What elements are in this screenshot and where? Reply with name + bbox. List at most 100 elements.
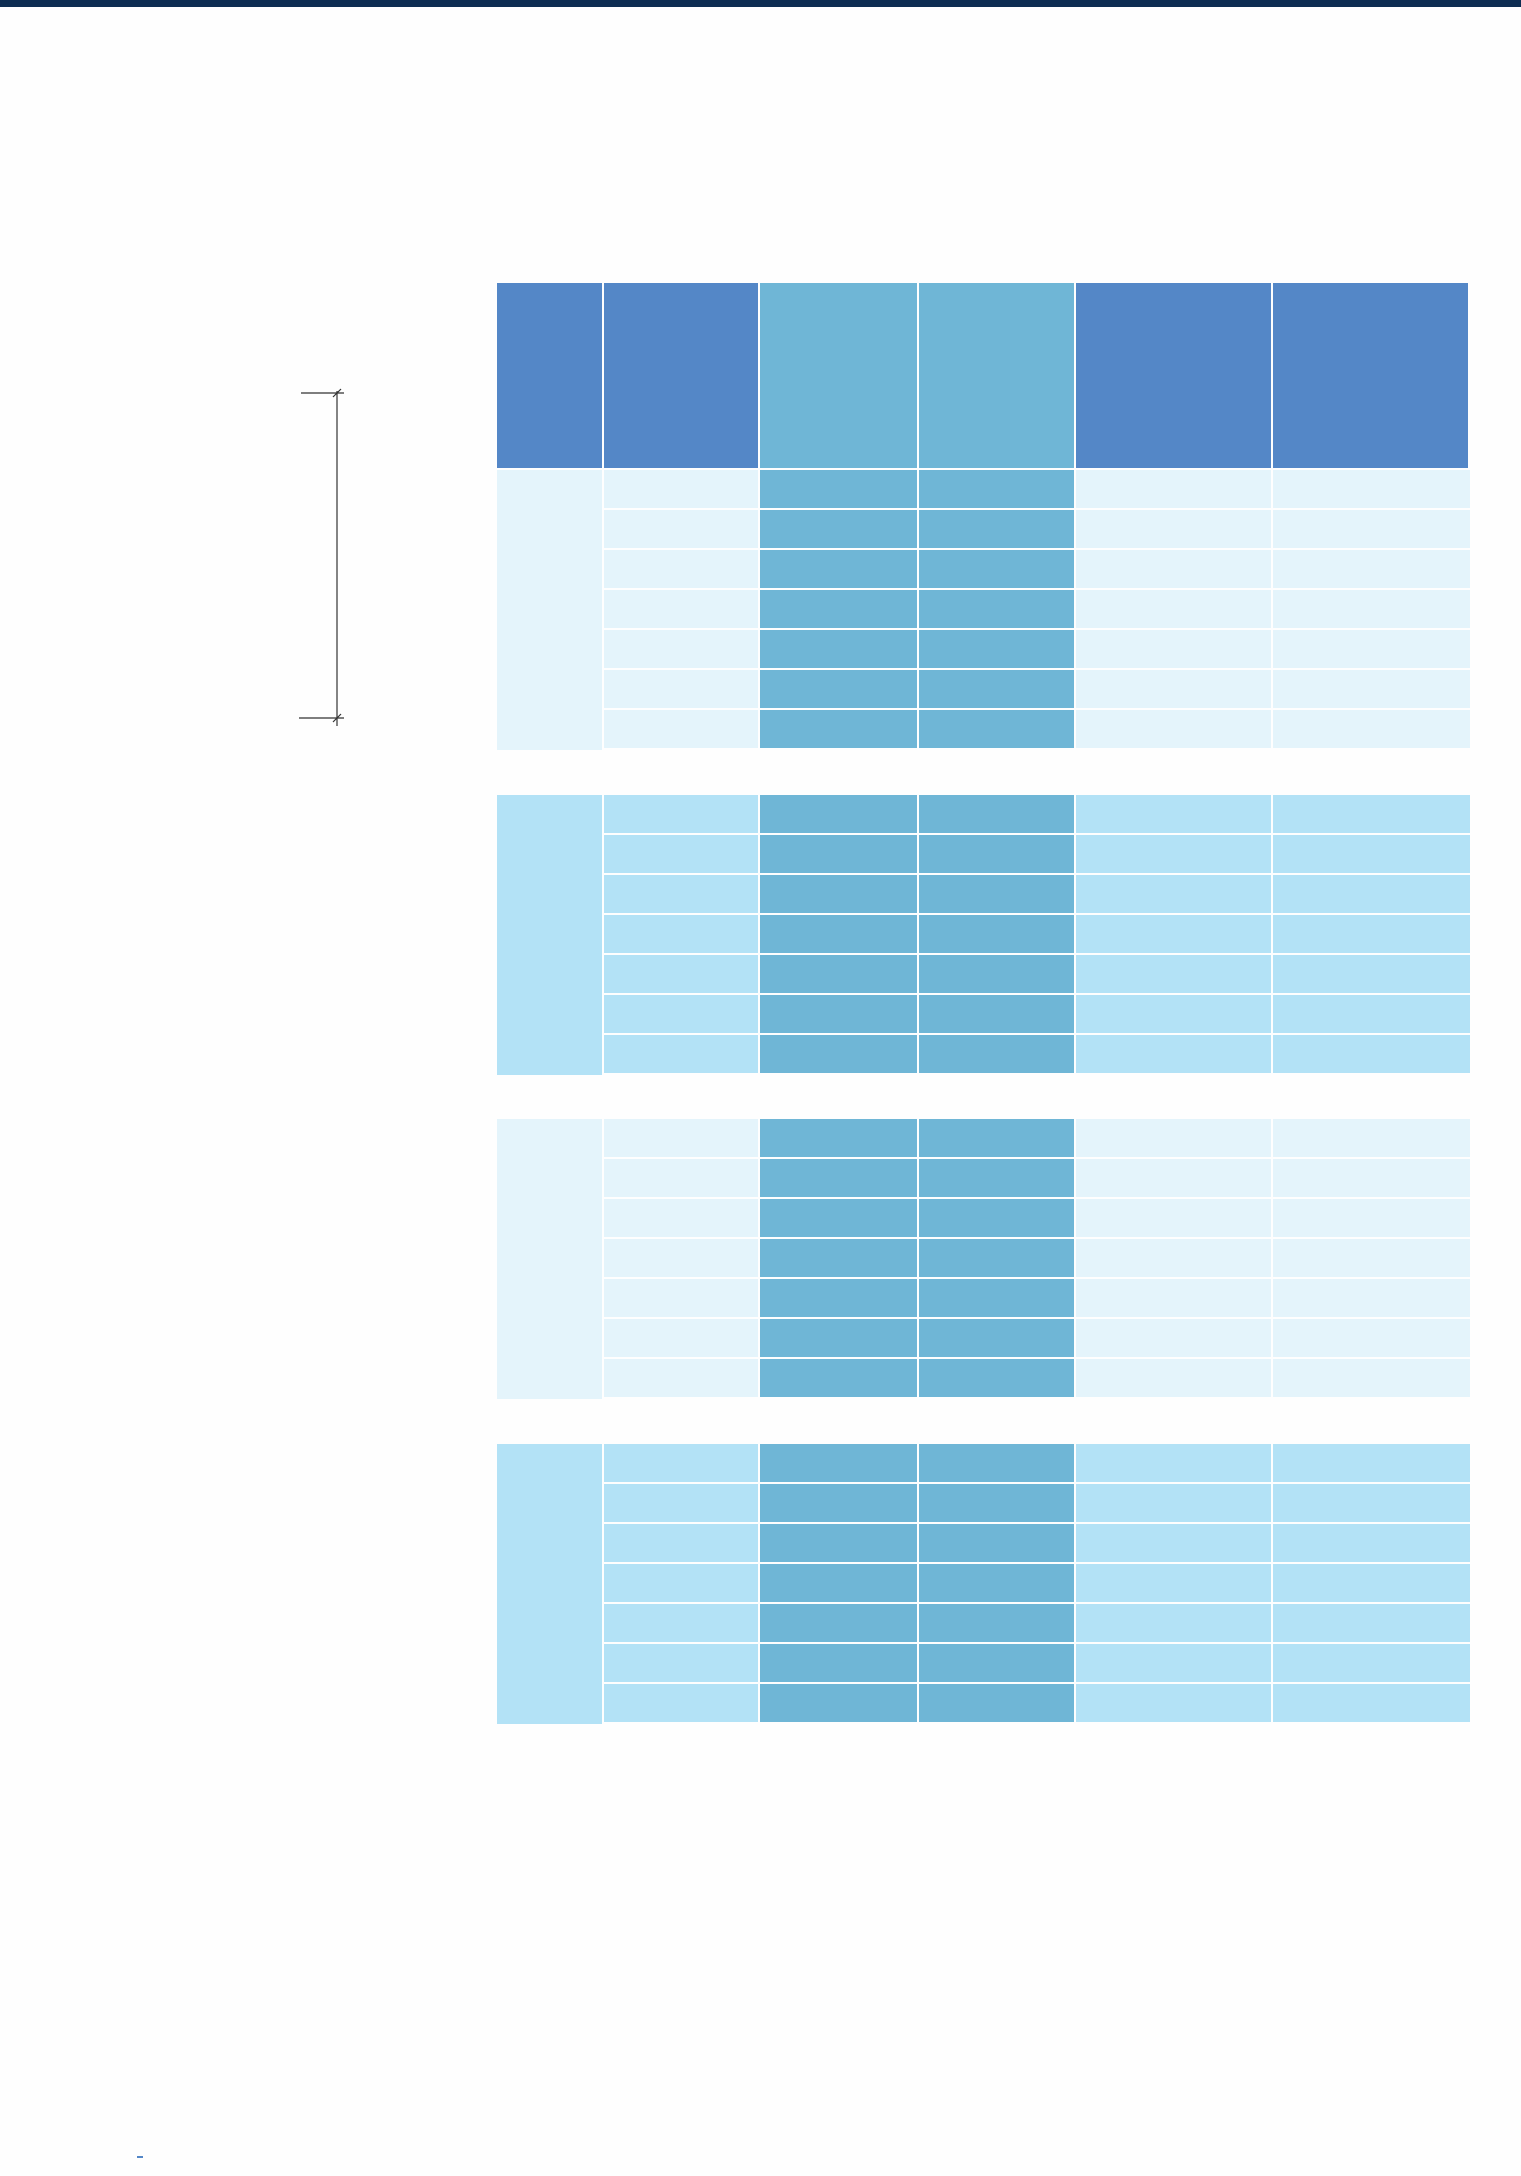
table-cell [760,1684,917,1722]
table-cell [604,1524,758,1562]
table-cell [1076,1359,1271,1397]
table-cell [919,590,1074,628]
table-cell [1273,1239,1470,1277]
table-cell [919,835,1074,873]
table-cell [1273,550,1470,588]
table-cell [919,955,1074,993]
dimension-slash [332,388,342,398]
table-cell [919,1159,1074,1197]
table-cell [760,1644,917,1682]
table-cell [1076,710,1271,748]
table-cell [919,1359,1074,1397]
table-cell [604,1199,758,1237]
table-cell [604,470,758,508]
table-cell [919,1319,1074,1357]
table-cell [760,1279,917,1317]
table-cell [1076,1319,1271,1357]
table-cell [760,590,917,628]
table-cell [604,1319,758,1357]
table-cell [919,1239,1074,1277]
table-cell [604,1359,758,1397]
table-cell [1076,630,1271,668]
table-cell [1076,1604,1271,1642]
table-cell [1076,590,1271,628]
group-cell [497,1444,602,1724]
table-cell [760,1035,917,1073]
table-cell [604,630,758,668]
table-cell [604,1484,758,1522]
table-cell [1076,1644,1271,1682]
dimension-slash [332,713,342,723]
table-cell [1076,1239,1271,1277]
table-cell [919,1644,1074,1682]
table-cell [1273,835,1470,873]
table-cell [1273,1035,1470,1073]
table-cell [1076,1199,1271,1237]
table-cell [1273,510,1470,548]
table-cell [760,550,917,588]
table-cell [604,550,758,588]
table-cell [604,1604,758,1642]
table-cell [1273,670,1470,708]
table-cell [1076,1484,1271,1522]
group-cell [497,795,602,1075]
table-cell [1273,1444,1470,1482]
table-cell [1076,915,1271,953]
table-cell [1076,510,1271,548]
table-cell [1076,1444,1271,1482]
table-cell [1076,1564,1271,1602]
table-cell [1273,590,1470,628]
table-cell [1273,1159,1470,1197]
header-cell [497,283,602,468]
table-cell [919,1684,1074,1722]
table-cell [1273,875,1470,913]
table-cell [760,630,917,668]
table-cell [760,670,917,708]
table-cell [604,1159,758,1197]
table-cell [604,710,758,748]
table-cell [1076,875,1271,913]
table-cell [1273,1359,1470,1397]
table-cell [604,1035,758,1073]
table-cell [604,1239,758,1277]
table-cell [1273,1279,1470,1317]
table-cell [919,915,1074,953]
table-cell [760,1239,917,1277]
table-cell [919,1604,1074,1642]
table-cell [760,1524,917,1562]
table-cell [919,510,1074,548]
table-cell [760,710,917,748]
table-cell [1076,1524,1271,1562]
table-cell [919,550,1074,588]
table-cell [1076,550,1271,588]
header-cell [760,283,917,468]
table-cell [604,835,758,873]
table-cell [604,1644,758,1682]
table-cell [919,795,1074,833]
table-cell [760,955,917,993]
table-cell [1273,1684,1470,1722]
table-cell [760,1564,917,1602]
table-cell [604,670,758,708]
table-cell [1076,1684,1271,1722]
table-cell [1076,995,1271,1033]
table-cell [1076,1119,1271,1157]
table-cell [1273,995,1470,1033]
table-cell [760,835,917,873]
table-cell [919,1199,1074,1237]
table [497,283,1470,1724]
table-cell [1076,835,1271,873]
table-cell [919,710,1074,748]
table-cell [1273,1119,1470,1157]
table-cell [919,1444,1074,1482]
header-cell [919,283,1074,468]
table-cell [919,995,1074,1033]
table-cell [1273,470,1470,508]
table-cell [919,1035,1074,1073]
table-cell [919,1524,1074,1562]
table-cell [919,1484,1074,1522]
group-cell [497,470,602,750]
table-cell [1076,670,1271,708]
table-cell [1076,1159,1271,1197]
